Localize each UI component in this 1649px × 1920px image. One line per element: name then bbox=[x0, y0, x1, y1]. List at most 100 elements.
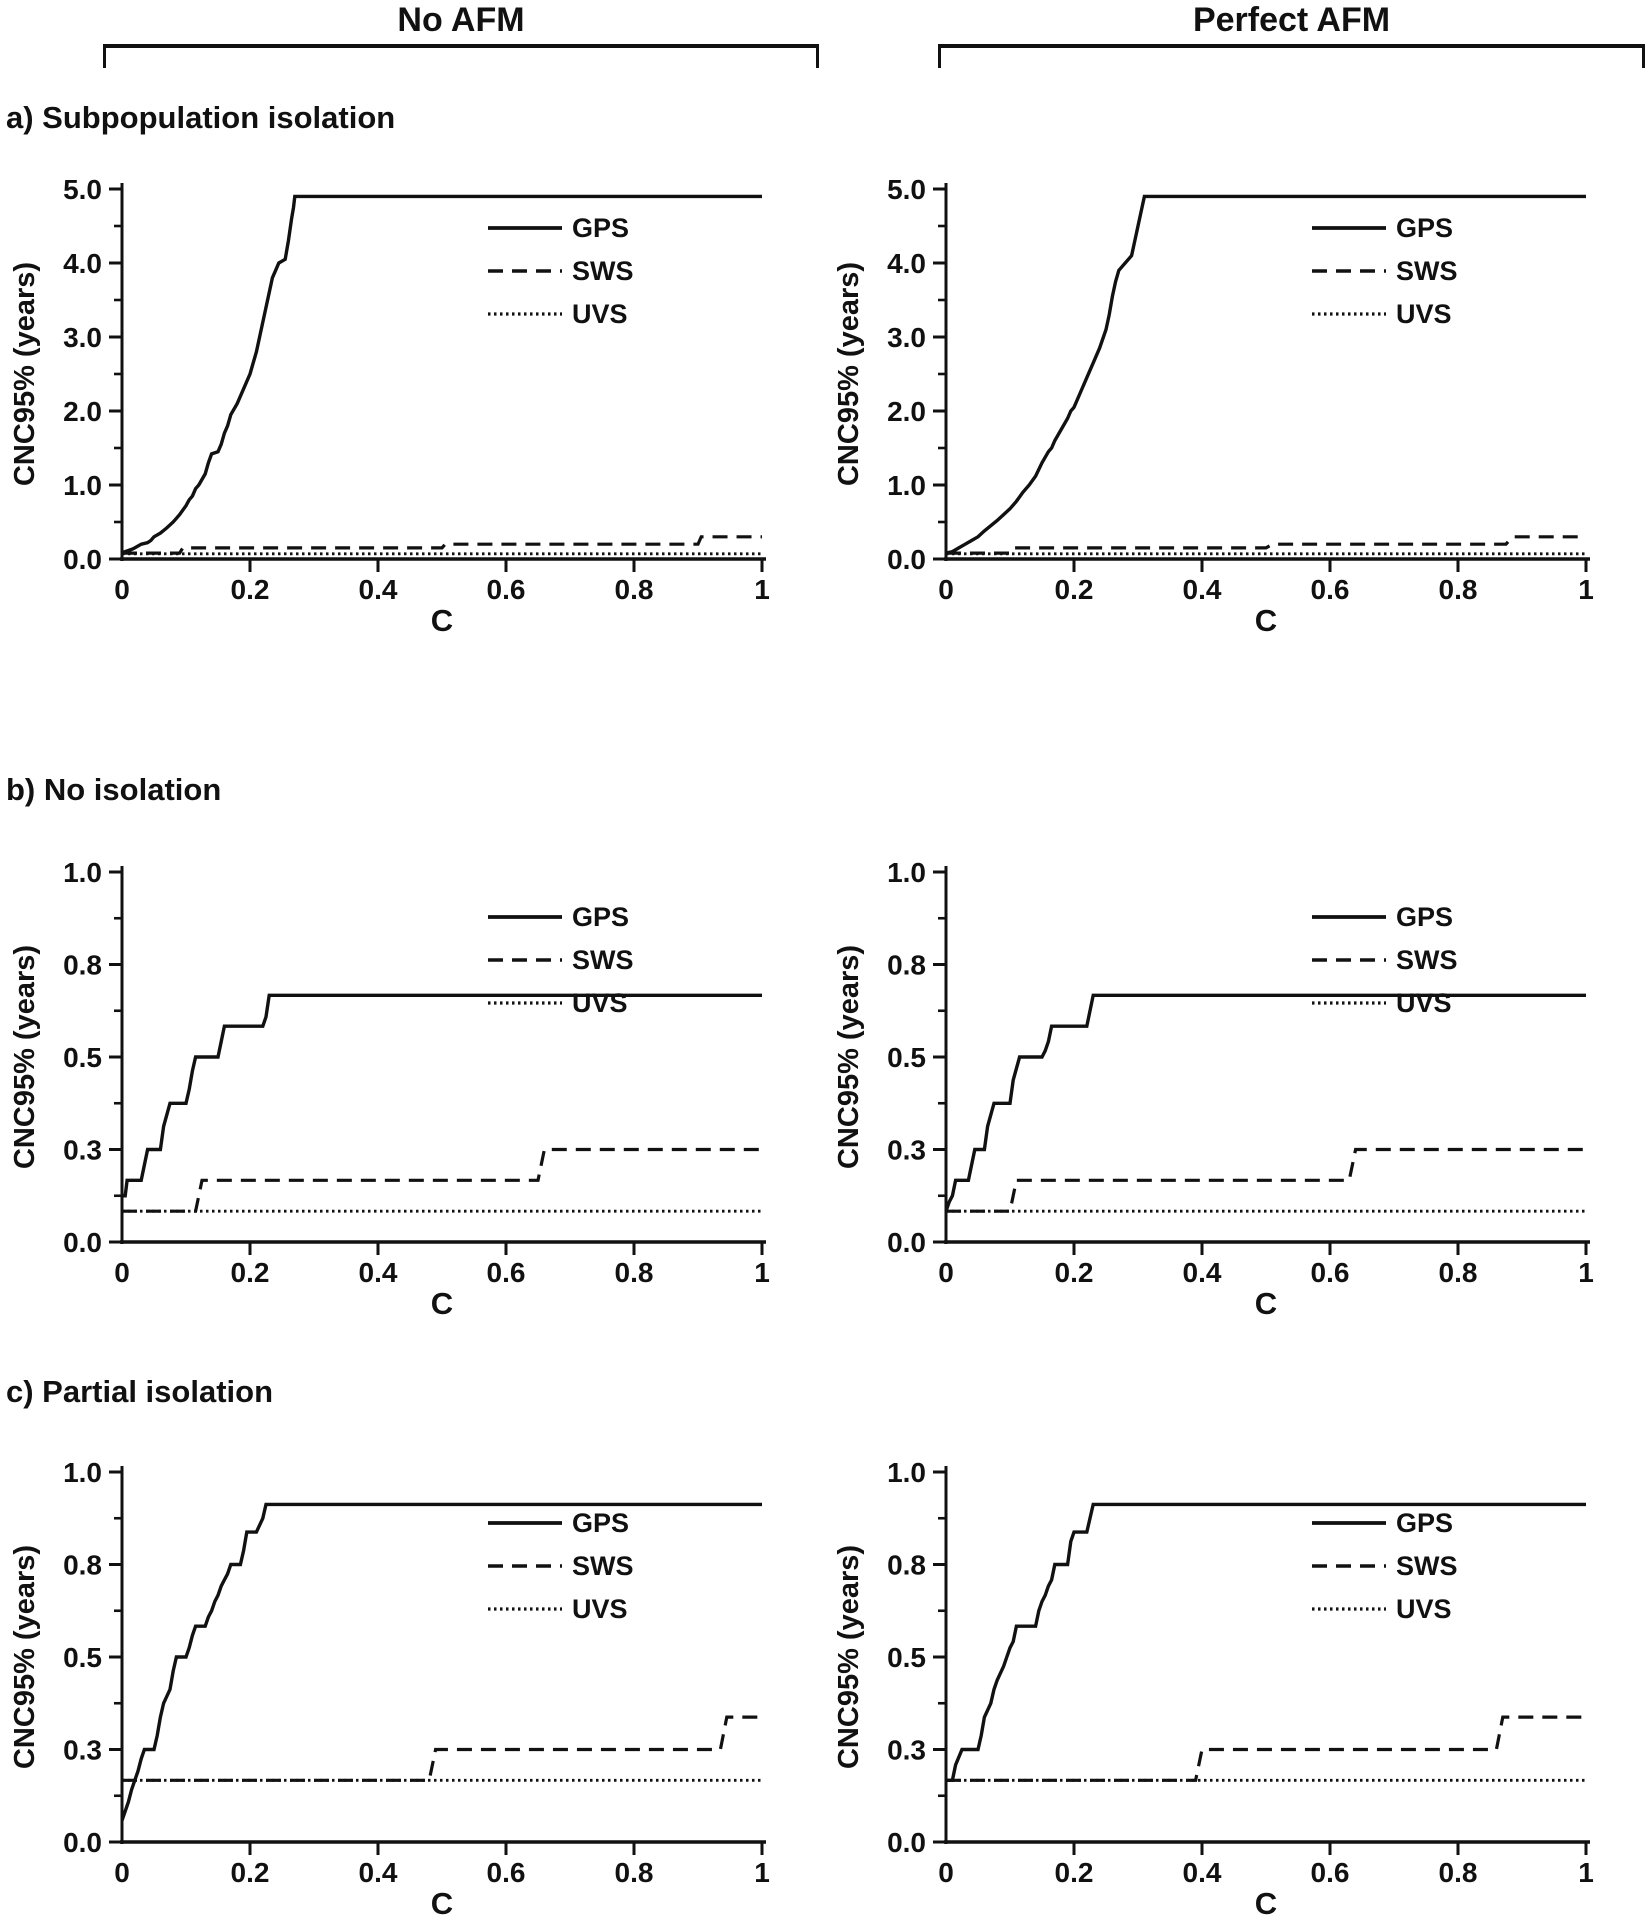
y-tick-label: 0.8 bbox=[63, 950, 102, 981]
x-tick-label: 0.2 bbox=[231, 1257, 270, 1288]
y-axis-title: CNC95% (years) bbox=[9, 262, 41, 486]
x-tick-label: 1 bbox=[754, 1857, 770, 1888]
y-tick-label: 1.0 bbox=[887, 857, 926, 888]
x-tick-label: 0 bbox=[114, 574, 130, 605]
y-tick-label: 0.0 bbox=[63, 544, 102, 575]
y-tick-label: 0.8 bbox=[63, 1550, 102, 1581]
y-tick-label: 5.0 bbox=[63, 174, 102, 205]
y-axis-title: CNC95% (years) bbox=[833, 1545, 865, 1769]
legend-label-uvs: UVS bbox=[572, 299, 628, 329]
chart-panel-c-no-afm: 0.0 0.3 0.5 0.8 1.0 0 0.2 0.4 0.6 0.8 1 C CNC95% (ye… bbox=[0, 1448, 800, 1920]
column-group-perfect-afm: Perfect AFM bbox=[938, 0, 1645, 40]
x-tick-label: 0.2 bbox=[1055, 1257, 1094, 1288]
y-tick-label: 3.0 bbox=[887, 322, 926, 353]
y-tick-label: 0.0 bbox=[63, 1227, 102, 1258]
x-axis-title: C bbox=[1255, 1286, 1277, 1320]
legend-label-uvs: UVS bbox=[1396, 299, 1452, 329]
x-tick-label: 0.4 bbox=[1183, 1857, 1222, 1888]
panel-c-perfect-afm: 0.0 0.3 0.5 0.8 1.0 0 0.2 0.4 0.6 0.8 1 C CNC95% (ye… bbox=[833, 1457, 1594, 1920]
bracket-perfect-afm bbox=[938, 44, 1645, 68]
x-tick-label: 0.8 bbox=[1439, 1857, 1478, 1888]
legend-label-uvs: UVS bbox=[572, 988, 628, 1018]
legend-label-gps: GPS bbox=[1396, 213, 1453, 243]
sws-line bbox=[122, 1715, 762, 1782]
y-tick-label: 4.0 bbox=[63, 248, 102, 279]
y-tick-label: 4.0 bbox=[887, 248, 926, 279]
x-tick-label: 0.2 bbox=[1055, 574, 1094, 605]
y-tick-label: 3.0 bbox=[63, 322, 102, 353]
x-tick-label: 0.2 bbox=[231, 574, 270, 605]
y-tick-label: 2.0 bbox=[63, 396, 102, 427]
x-tick-label: 0.8 bbox=[615, 574, 654, 605]
y-tick-label: 1.0 bbox=[887, 1457, 926, 1488]
gps-line bbox=[120, 1502, 762, 1821]
y-tick-label: 0.0 bbox=[887, 544, 926, 575]
x-tick-label: 0 bbox=[938, 574, 954, 605]
sws-line bbox=[946, 1715, 1586, 1782]
x-tick-label: 1 bbox=[1578, 1857, 1594, 1888]
y-tick-label: 1.0 bbox=[63, 470, 102, 501]
y-tick-label: 0.5 bbox=[887, 1042, 926, 1073]
y-tick-label: 0.5 bbox=[887, 1642, 926, 1673]
x-tick-label: 0.6 bbox=[487, 1857, 526, 1888]
chart-panel-c-perfect-afm: 0.0 0.3 0.5 0.8 1.0 0 0.2 0.4 0.6 0.8 1 C CNC95% (ye… bbox=[824, 1448, 1624, 1920]
x-tick-label: 0.4 bbox=[359, 1257, 398, 1288]
legend-label-sws: SWS bbox=[1396, 256, 1458, 286]
panel-a-no-afm: 0.0 1.0 2.0 3.0 4.0 5.0 0 0.2 0.4 0.6 0.8 1 C CNC95% … bbox=[9, 174, 770, 637]
x-tick-label: 0.4 bbox=[359, 574, 398, 605]
legend-label-gps: GPS bbox=[572, 902, 629, 932]
x-tick-label: 0.6 bbox=[1311, 1857, 1350, 1888]
gps-line bbox=[121, 194, 762, 555]
legend-label-uvs: UVS bbox=[572, 1594, 628, 1624]
x-axis-title: C bbox=[431, 1886, 453, 1920]
column-header-no-afm: No AFM bbox=[397, 1, 525, 39]
x-tick-label: 1 bbox=[1578, 574, 1594, 605]
x-tick-label: 0.6 bbox=[1311, 1257, 1350, 1288]
x-tick-label: 0 bbox=[938, 1857, 954, 1888]
y-axis-title: CNC95% (years) bbox=[9, 1545, 41, 1769]
legend-label-gps: GPS bbox=[1396, 902, 1453, 932]
chart-panel-b-perfect-afm: 0.0 0.3 0.5 0.8 1.0 0 0.2 0.4 0.6 0.8 1 C CNC95% (ye… bbox=[824, 848, 1624, 1320]
sws-line bbox=[122, 535, 762, 555]
y-tick-label: 0.3 bbox=[887, 1735, 926, 1766]
section-label-a: a) Subpopulation isolation bbox=[6, 100, 396, 135]
x-tick-label: 0.6 bbox=[1311, 574, 1350, 605]
legend-label-gps: GPS bbox=[572, 1508, 629, 1538]
panel-b-perfect-afm: 0.0 0.3 0.5 0.8 1.0 0 0.2 0.4 0.6 0.8 1 C CNC95% (ye… bbox=[833, 857, 1594, 1320]
gps-line bbox=[946, 1502, 1586, 1782]
sws-line bbox=[122, 1147, 762, 1213]
column-group-no-afm: No AFM bbox=[103, 0, 819, 40]
y-tick-label: 0.3 bbox=[63, 1735, 102, 1766]
sws-line bbox=[946, 1147, 1586, 1213]
x-tick-label: 0.4 bbox=[1183, 1257, 1222, 1288]
y-tick-label: 0.3 bbox=[887, 1135, 926, 1166]
y-axis-title: CNC95% (years) bbox=[833, 262, 865, 486]
sws-line bbox=[946, 535, 1586, 555]
x-tick-label: 1 bbox=[754, 574, 770, 605]
x-axis-title: C bbox=[431, 603, 453, 637]
y-tick-label: 0.0 bbox=[63, 1827, 102, 1858]
x-tick-label: 0.8 bbox=[615, 1857, 654, 1888]
x-axis-title: C bbox=[1255, 603, 1277, 637]
bracket-no-afm bbox=[103, 44, 819, 68]
x-axis-title: C bbox=[431, 1286, 453, 1320]
legend-label-uvs: UVS bbox=[1396, 988, 1452, 1018]
x-tick-label: 0.8 bbox=[615, 1257, 654, 1288]
x-tick-label: 1 bbox=[754, 1257, 770, 1288]
chart-panel-a-no-afm: 0.0 1.0 2.0 3.0 4.0 5.0 0 0.2 0.4 0.6 0.8 1 C CNC95% … bbox=[0, 165, 800, 637]
legend-label-sws: SWS bbox=[572, 256, 634, 286]
legend-label-uvs: UVS bbox=[1396, 1594, 1452, 1624]
legend-label-sws: SWS bbox=[572, 1551, 634, 1581]
column-header-perfect-afm: Perfect AFM bbox=[1192, 1, 1391, 39]
x-tick-label: 0.2 bbox=[1055, 1857, 1094, 1888]
gps-line bbox=[122, 993, 762, 1198]
legend-label-gps: GPS bbox=[572, 213, 629, 243]
y-tick-label: 0.5 bbox=[63, 1642, 102, 1673]
y-tick-label: 0.0 bbox=[887, 1227, 926, 1258]
x-tick-label: 1 bbox=[1578, 1257, 1594, 1288]
gps-line bbox=[944, 993, 1586, 1212]
x-axis-title: C bbox=[1255, 1886, 1277, 1920]
x-tick-label: 0.6 bbox=[487, 1257, 526, 1288]
section-label-c: c) Partial isolation bbox=[6, 1374, 274, 1409]
